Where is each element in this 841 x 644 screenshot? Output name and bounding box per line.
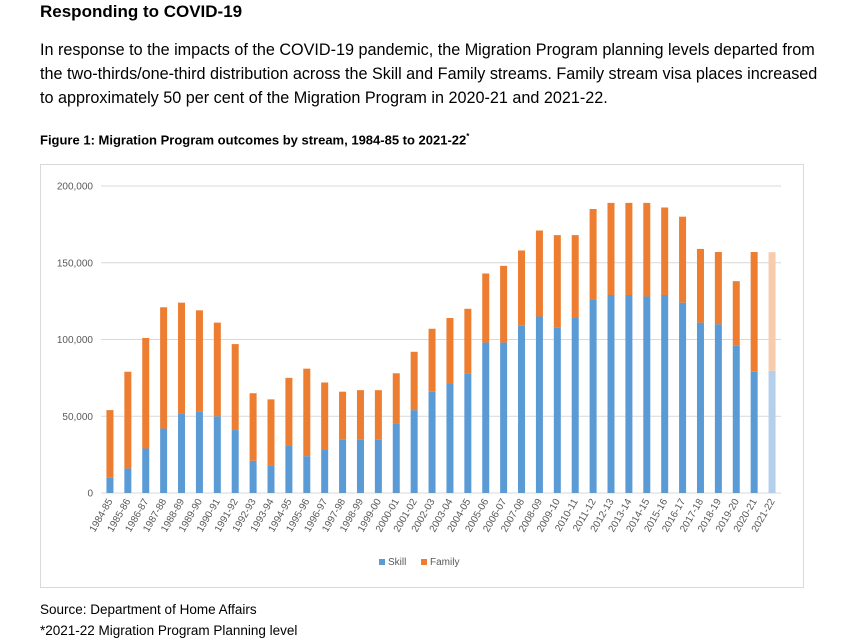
bar-skill bbox=[213, 416, 221, 493]
bar-skill bbox=[374, 439, 382, 493]
y-tick-label: 0 bbox=[87, 489, 93, 500]
legend-swatch-skill bbox=[379, 559, 385, 565]
bar-skill bbox=[661, 294, 669, 493]
bar-skill bbox=[714, 324, 722, 493]
bar-skill bbox=[446, 384, 454, 493]
bar-family bbox=[356, 390, 364, 440]
bar-family bbox=[374, 390, 382, 440]
bar-skill bbox=[410, 410, 418, 493]
bar-family bbox=[303, 368, 311, 457]
bar-family bbox=[679, 216, 687, 303]
y-tick-label: 50,000 bbox=[62, 412, 93, 423]
bar-family bbox=[464, 308, 472, 374]
bar-family bbox=[535, 230, 543, 317]
y-tick-label: 200,000 bbox=[57, 182, 94, 193]
bar-skill bbox=[535, 316, 543, 493]
bar-skill bbox=[267, 465, 275, 493]
bar-family bbox=[625, 202, 633, 295]
bar-family bbox=[768, 252, 776, 371]
bar-skill bbox=[142, 448, 150, 493]
bar-skill bbox=[768, 370, 776, 493]
bar-family bbox=[195, 310, 203, 412]
bar-family bbox=[124, 371, 132, 469]
y-tick-label: 150,000 bbox=[57, 258, 94, 269]
bar-family bbox=[571, 235, 579, 319]
figure-caption-marker: * bbox=[466, 132, 470, 141]
bar-family bbox=[339, 391, 347, 440]
bar-family bbox=[500, 265, 508, 343]
bar-skill bbox=[607, 294, 615, 493]
bar-family bbox=[696, 248, 704, 323]
legend-swatch-family bbox=[421, 559, 427, 565]
bar-family bbox=[392, 373, 400, 424]
bar-skill bbox=[679, 302, 687, 493]
bar-skill bbox=[392, 423, 400, 493]
stacked-bar-chart: 050,000100,000150,000200,0001984-851985-… bbox=[57, 182, 781, 568]
bar-family bbox=[267, 399, 275, 466]
bar-skill bbox=[160, 428, 168, 493]
bar-skill bbox=[482, 342, 490, 493]
bar-family bbox=[178, 302, 186, 414]
bar-skill bbox=[750, 371, 758, 493]
bar-skill bbox=[553, 327, 561, 493]
bar-skill bbox=[428, 391, 436, 493]
bar-skill bbox=[106, 477, 114, 493]
figure-caption: Figure 1: Migration Program outcomes by … bbox=[40, 132, 469, 147]
legend-label-skill: Skill bbox=[388, 557, 406, 568]
bar-family bbox=[589, 209, 597, 300]
bar-family bbox=[518, 250, 526, 326]
source-note: Source: Department of Home Affairs bbox=[40, 602, 257, 617]
bar-family bbox=[142, 337, 150, 449]
bar-family bbox=[750, 252, 758, 372]
section-heading: Responding to COVID-19 bbox=[40, 2, 243, 21]
bar-family bbox=[553, 235, 561, 328]
bar-skill bbox=[195, 411, 203, 493]
bar-family bbox=[231, 344, 239, 431]
bar-skill bbox=[339, 439, 347, 493]
bar-family bbox=[643, 202, 651, 297]
bar-skill bbox=[303, 456, 311, 493]
bar-family bbox=[249, 393, 257, 461]
bar-skill bbox=[124, 468, 132, 493]
bar-family bbox=[160, 307, 168, 429]
bar-skill bbox=[500, 342, 508, 493]
bar-skill bbox=[625, 294, 633, 493]
chart-container: 0 50,000 100,000 150,000 200,000 1984-85 1985-… bbox=[40, 164, 804, 588]
bar-skill bbox=[321, 450, 329, 493]
figure-caption-text: Figure 1: Migration Program outcomes by … bbox=[40, 132, 467, 148]
bar-family bbox=[482, 273, 490, 343]
bar-family bbox=[732, 281, 740, 346]
bar-family bbox=[106, 410, 114, 478]
bar-skill bbox=[285, 445, 293, 493]
bar-family bbox=[321, 382, 329, 451]
bar-family bbox=[607, 202, 615, 295]
bar-skill bbox=[589, 299, 597, 493]
bar-skill bbox=[231, 430, 239, 493]
bar-family bbox=[410, 351, 418, 411]
bar-skill bbox=[178, 413, 186, 493]
bar-skill bbox=[732, 345, 740, 493]
bar-skill bbox=[464, 373, 472, 493]
bar-family bbox=[213, 322, 221, 417]
bar-family bbox=[285, 377, 293, 446]
bar-skill bbox=[356, 439, 364, 493]
legend-label-family: Family bbox=[430, 557, 459, 568]
bar-skill bbox=[518, 325, 526, 493]
y-tick-label: 100,000 bbox=[57, 335, 94, 346]
bar-skill bbox=[249, 460, 257, 493]
bar-family bbox=[446, 318, 454, 385]
bar-family bbox=[428, 328, 436, 392]
bar-skill bbox=[696, 322, 704, 493]
footnote: *2021-22 Migration Program Planning leve… bbox=[40, 623, 298, 638]
bar-family bbox=[714, 252, 722, 325]
bar-skill bbox=[571, 318, 579, 493]
bar-family bbox=[661, 207, 669, 295]
bar-skill bbox=[643, 296, 651, 493]
intro-paragraph: In response to the impacts of the COVID-… bbox=[40, 41, 818, 107]
